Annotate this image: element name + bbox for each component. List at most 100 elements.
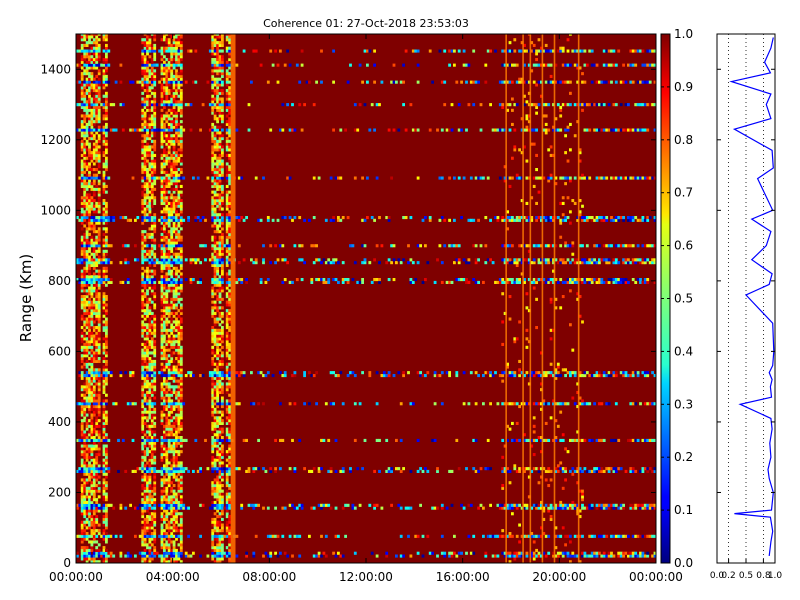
heatmap-cell — [95, 548, 99, 552]
heatmap-cell — [76, 551, 79, 555]
heatmap-cell — [102, 170, 106, 174]
heatmap-cell — [150, 506, 154, 510]
heatmap-cell — [218, 306, 222, 310]
heatmap-cell — [225, 35, 229, 39]
heatmap-cell — [85, 66, 89, 70]
heatmap-cell — [143, 278, 147, 282]
heatmap-cell — [221, 41, 224, 45]
heatmap-cell — [170, 74, 174, 78]
heatmap-cell — [100, 469, 103, 473]
heatmap-cell — [216, 80, 219, 84]
heatmap-cell — [88, 323, 91, 327]
heatmap-cell — [175, 261, 178, 265]
heatmap-cell — [165, 297, 169, 301]
heatmap-cell — [228, 139, 231, 143]
heatmap-cell — [211, 458, 215, 462]
heatmap-cell — [163, 334, 166, 338]
heatmap-cell — [242, 438, 246, 442]
heatmap-cell — [148, 461, 152, 465]
heatmap-cell — [150, 512, 154, 516]
heatmap-cell — [141, 532, 145, 536]
heatmap-cell — [153, 165, 157, 169]
heatmap-cell — [92, 517, 96, 521]
heatmap-cell — [102, 447, 106, 451]
heatmap-cell — [148, 413, 152, 417]
heatmap-cell — [85, 300, 89, 304]
heatmap-cell — [228, 540, 231, 544]
heatmap-cell — [148, 190, 152, 194]
heatmap-cell — [150, 86, 154, 90]
heatmap-cell — [105, 455, 108, 459]
heatmap-cell — [218, 512, 222, 516]
heatmap-cell — [97, 176, 101, 180]
heatmap-cell — [167, 190, 171, 194]
heatmap-cell — [225, 120, 229, 124]
heatmap-cell — [179, 309, 183, 313]
heatmap-cell — [97, 484, 101, 488]
heatmap-cell — [92, 148, 96, 152]
heatmap-cell — [92, 241, 96, 245]
heatmap-cell — [172, 345, 176, 349]
heatmap-cell — [194, 438, 198, 442]
heatmap-cell — [218, 390, 222, 394]
heatmap-cell — [88, 492, 91, 496]
heatmap-cell — [109, 103, 113, 107]
heatmap-cell — [88, 430, 91, 434]
heatmap-cell — [216, 410, 219, 414]
heatmap-cell — [143, 230, 147, 234]
heatmap-cell — [225, 475, 229, 479]
heatmap-cell — [138, 467, 142, 471]
heatmap-cell — [146, 38, 149, 42]
heatmap-cell — [225, 405, 229, 409]
heatmap-cell — [167, 128, 171, 132]
heatmap-cell — [102, 128, 106, 132]
heatmap-cell — [242, 258, 246, 262]
heatmap-cell — [223, 534, 227, 538]
heatmap-cell — [216, 402, 219, 406]
heatmap-cell — [213, 117, 217, 121]
heatmap-cell — [148, 534, 152, 538]
heatmap-cell — [95, 326, 99, 330]
heatmap-cell — [88, 269, 91, 273]
heatmap-cell — [129, 128, 132, 132]
heatmap-cell — [83, 283, 87, 287]
heatmap-cell — [167, 261, 171, 265]
heatmap-cell — [80, 486, 84, 490]
heatmap-cell — [143, 486, 147, 490]
heatmap-cell — [216, 199, 219, 203]
heatmap-cell — [170, 272, 174, 276]
heatmap-cell — [83, 210, 87, 214]
heatmap-cell — [172, 52, 176, 56]
heatmap-cell — [228, 515, 231, 519]
heatmap-cell — [95, 509, 99, 513]
heatmap-cell — [153, 362, 157, 366]
heatmap-cell — [177, 41, 181, 45]
heatmap-cell — [95, 534, 99, 538]
heatmap-cell — [177, 201, 181, 205]
heatmap-cell — [242, 374, 246, 378]
heatmap-cell — [83, 91, 87, 95]
heatmap-cell — [211, 390, 215, 394]
heatmap-cell — [143, 34, 147, 36]
heatmap-cell — [95, 489, 99, 493]
heatmap-cell — [85, 280, 89, 284]
heatmap-cell — [179, 235, 183, 239]
heatmap-cell — [146, 478, 149, 482]
heatmap-cell — [146, 481, 149, 485]
heatmap-cell — [165, 424, 169, 428]
heatmap-cell — [112, 218, 116, 222]
heatmap-cell — [218, 506, 222, 510]
heatmap-cell — [146, 249, 149, 253]
heatmap-cell — [213, 89, 217, 93]
heatmap-cell — [237, 374, 241, 378]
heatmap-cell — [153, 447, 157, 451]
heatmap-cell — [141, 117, 145, 121]
heatmap-cell — [172, 560, 176, 563]
heatmap-cell — [175, 503, 178, 507]
heatmap-cell — [213, 486, 217, 490]
heatmap-cell — [218, 60, 222, 64]
heatmap-cell — [179, 111, 183, 115]
heatmap-cell — [228, 94, 231, 98]
heatmap-cell — [148, 165, 152, 169]
